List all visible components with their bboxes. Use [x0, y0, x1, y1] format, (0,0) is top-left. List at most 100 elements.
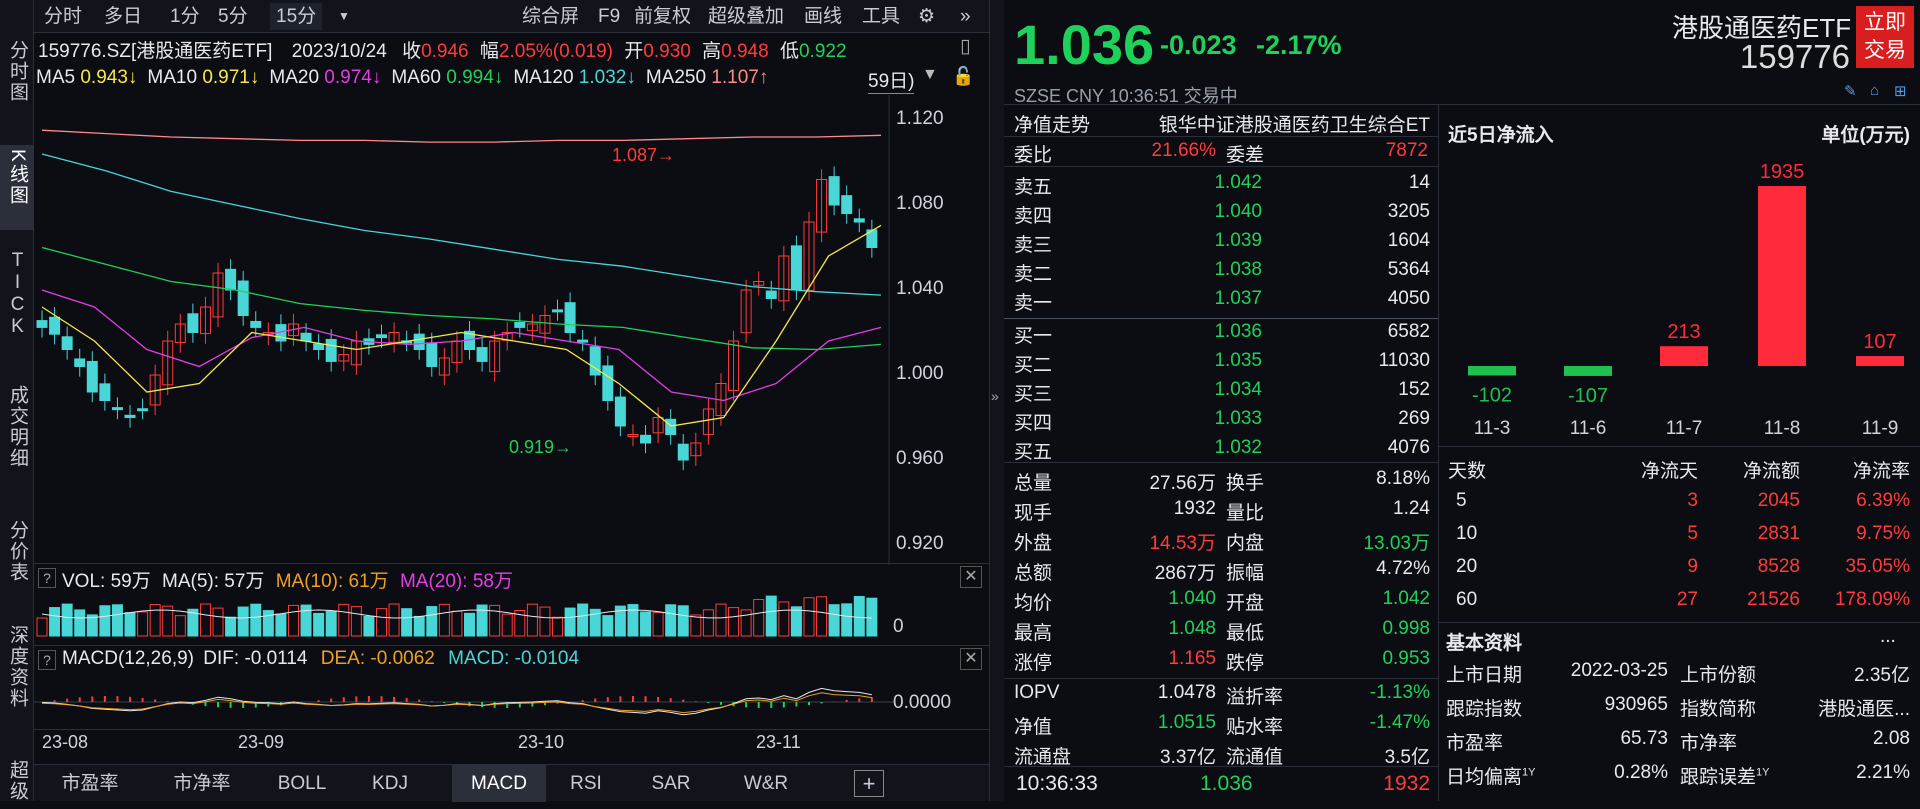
ask-label: 卖二 [1014, 264, 1053, 285]
collapse-icon[interactable]: » [991, 388, 999, 404]
candle-body [816, 179, 828, 233]
btn-draw[interactable]: 画线 [804, 6, 843, 27]
macd-chart[interactable] [34, 672, 914, 727]
nav-trend-label[interactable]: 净值走势 [1014, 115, 1091, 136]
tab-price-table[interactable]: 分价表 [0, 520, 34, 590]
volume-chart[interactable] [34, 592, 914, 642]
ask-price[interactable]: 1.039 [1214, 230, 1262, 251]
tab-fenshi[interactable]: 分时图 [0, 40, 34, 110]
gear-icon[interactable]: ⚙ [918, 6, 936, 27]
btn-adjust[interactable]: 前复权 [634, 6, 692, 27]
bid-label: 买三 [1014, 384, 1053, 405]
stat-label: 内盘 [1226, 533, 1265, 554]
tab-boll[interactable]: BOLL [277, 773, 327, 794]
flow-cell: 20 [1456, 556, 1478, 577]
vol-help-icon[interactable]: ? [38, 568, 56, 588]
tick-time: 10:36:33 [1016, 772, 1098, 795]
ma20-line [41, 289, 882, 402]
ma-value: 1.032↓ [578, 67, 636, 88]
volume-bar [363, 615, 375, 637]
ma-period-button[interactable]: 59日) [868, 66, 915, 94]
ask-price[interactable]: 1.040 [1214, 201, 1262, 222]
bid-price[interactable]: 1.035 [1214, 350, 1262, 371]
macd-close-icon[interactable]: ✕ [960, 648, 982, 670]
tab-detail[interactable]: 成交明细 [0, 385, 34, 476]
macd-label: MACD(12,26,9) [62, 648, 194, 669]
tab-macd[interactable]: MACD [452, 765, 546, 802]
tab-5min[interactable]: 5分 [218, 6, 248, 27]
tab-super[interactable]: 超级 [0, 760, 34, 809]
tab-kline[interactable]: K线图 [0, 145, 34, 230]
btn-f9[interactable]: F9 [598, 6, 621, 27]
home-icon[interactable]: ⌂ [1870, 82, 1880, 99]
btn-composite[interactable]: 综合屏 [522, 6, 580, 27]
vol-axis-zero: 0 [893, 616, 904, 637]
ask-price[interactable]: 1.038 [1214, 259, 1262, 280]
bid-price[interactable]: 1.032 [1214, 437, 1262, 458]
lock-icon[interactable]: 🔓 [952, 66, 975, 86]
volume-bar [388, 603, 400, 637]
volume-bar [275, 613, 287, 637]
candle-body [790, 245, 802, 291]
period-dropdown-icon[interactable]: ▼ [338, 9, 350, 23]
stat-label: 外盘 [1014, 533, 1053, 554]
ma-dropdown-icon[interactable]: ▼ [922, 66, 938, 83]
stat-value: 1.048 [1168, 618, 1216, 639]
add-tab-icon[interactable]: + [854, 770, 884, 797]
volume-bar [665, 604, 677, 637]
expand-icon[interactable]: » [960, 6, 971, 27]
volume-bar [174, 615, 186, 637]
vol-ma-line [41, 609, 872, 619]
ask-price[interactable]: 1.042 [1214, 172, 1262, 193]
tab-1min[interactable]: 1分 [170, 6, 200, 27]
btn-tools[interactable]: 工具 [862, 6, 901, 27]
candle-body [137, 408, 149, 412]
inflow-date: 11-8 [1764, 418, 1801, 439]
tab-pe[interactable]: 市盈率 [61, 773, 119, 794]
tab-pb[interactable]: 市净率 [173, 773, 231, 794]
tab-rsi[interactable]: RSI [570, 773, 602, 794]
ma-value: 0.974↓ [324, 67, 382, 88]
kline-chart[interactable]: 1.087→ 0.919→ [34, 95, 989, 565]
vol-close-icon[interactable]: ✕ [960, 566, 982, 588]
basic-label-sup: 1Y [1756, 766, 1770, 779]
tab-kdj[interactable]: KDJ [372, 773, 408, 794]
tab-depth[interactable]: 深度资料 [0, 625, 34, 716]
macd-dif-line [41, 687, 872, 716]
volume-bar [778, 601, 790, 637]
volume-bar [753, 599, 765, 637]
edit-icon[interactable]: ✎ [1844, 83, 1857, 100]
volume-bar [627, 604, 639, 637]
candle-body [740, 289, 752, 334]
btn-overlay[interactable]: 超级叠加 [708, 6, 785, 27]
basic-label-sup: 1Y [1522, 766, 1536, 779]
stat-value: -1.47% [1369, 712, 1430, 733]
last-price: 1.036 [1014, 13, 1155, 76]
stat-label: 最低 [1226, 623, 1265, 644]
panel-splitter[interactable] [990, 0, 1004, 801]
ask-price[interactable]: 1.037 [1214, 288, 1262, 309]
trade-now-button[interactable]: 立即交易 [1856, 6, 1914, 68]
macd-help-icon[interactable]: ? [38, 650, 56, 670]
bid-price[interactable]: 1.036 [1214, 321, 1262, 342]
tab-sar[interactable]: SAR [651, 773, 691, 794]
volume-bar [338, 603, 350, 637]
tab-fenshi-top[interactable]: 分时 [44, 6, 83, 27]
tab-wr[interactable]: W&R [743, 773, 789, 794]
info-panel-icon[interactable]: ▯ [960, 36, 971, 57]
add-watch-icon[interactable]: ⊞ [1894, 83, 1907, 100]
tab-tick[interactable]: TICK [0, 250, 34, 345]
volume-bar [501, 613, 513, 637]
basic-more[interactable]: ... [1880, 626, 1896, 647]
price-tick: 1.000 [896, 363, 944, 384]
tab-15min[interactable]: 15分 [270, 3, 323, 30]
basic-label: 指数简称 [1680, 699, 1757, 720]
bid-price[interactable]: 1.033 [1214, 408, 1262, 429]
candle-body [577, 339, 589, 343]
bar-date: 2023/10/24 [291, 41, 387, 62]
candle-body [325, 338, 337, 362]
tab-multiday[interactable]: 多日 [104, 6, 143, 27]
volume-bar [199, 603, 211, 637]
bid-price[interactable]: 1.034 [1214, 379, 1262, 400]
price-tick: 1.040 [896, 278, 944, 299]
